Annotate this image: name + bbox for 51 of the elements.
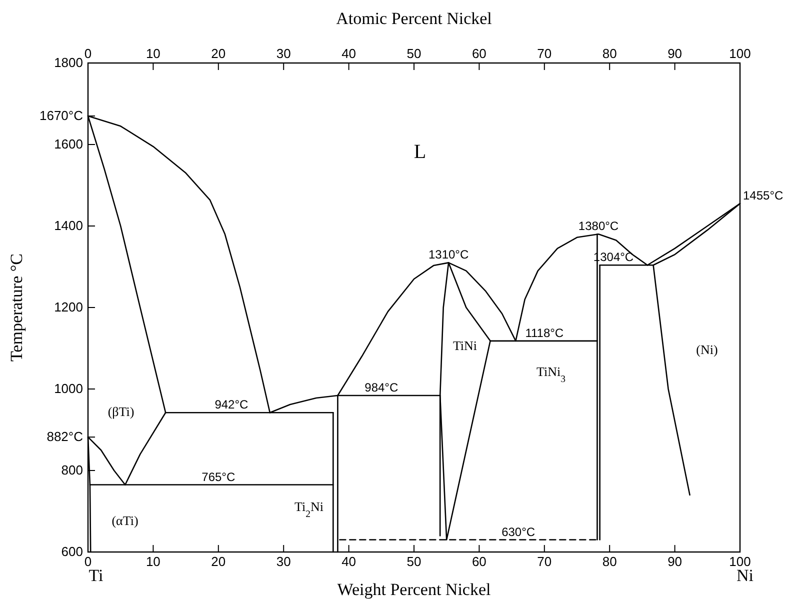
y-tick-label: 1600 [54, 136, 83, 152]
x2-tick-label: 30 [276, 554, 291, 569]
y-tick-label: 1800 [54, 55, 83, 70]
x-tick-label: 30 [276, 46, 291, 61]
annotation: 1380°C [578, 219, 619, 234]
x2-tick-label: 90 [668, 554, 682, 569]
annotation: (αTi) [112, 513, 138, 528]
x-tick-label: 60 [472, 46, 486, 61]
y-tick-label: 1400 [54, 218, 83, 233]
x-tick-label: 90 [668, 46, 682, 61]
y-tick-label: 600 [61, 544, 83, 559]
annotation: TiNi$_{3}$ [536, 364, 566, 384]
x-tick-label: 70 [537, 46, 552, 61]
x-tick-label: 20 [211, 46, 226, 61]
x-tick-label: 50 [406, 46, 422, 61]
x-tick-label: 10 [146, 46, 160, 61]
x2-tick-label: 20 [211, 554, 226, 569]
text: Ti [88, 566, 104, 585]
y-tick-label: 1000 [54, 381, 83, 396]
annotation: TiNi [452, 338, 478, 353]
x2-tick-label: 10 [146, 554, 160, 569]
x2-tick-label: 40 [342, 554, 356, 569]
x2-tick-label: 80 [602, 554, 617, 569]
x2-axis-title: Atomic Percent Nickel [336, 9, 492, 28]
y-axis-title: Temperature °C [7, 253, 26, 362]
x2-tick-label: 70 [537, 554, 552, 569]
annotation: 630°C [502, 524, 536, 539]
annotation: 1310°C [428, 248, 469, 262]
annotation: (βTi) [108, 404, 134, 419]
x2-tick-label: 60 [472, 554, 486, 569]
x2-tick-label: 0 [84, 554, 92, 569]
x-axis-title: Weight Percent Nickel [337, 580, 492, 599]
annotation: 1118°C [525, 326, 564, 340]
x-tick-label: 100 [729, 46, 751, 61]
y-tick-label: 800 [61, 462, 83, 478]
annotation: 1455°C [743, 188, 784, 203]
x-tick-label: 80 [602, 46, 617, 61]
y-tick-label: 1670°C [39, 108, 83, 123]
y-tick-label: 1200 [54, 300, 83, 314]
x2-tick-label: 50 [406, 554, 422, 569]
x-tick-label: 0 [84, 46, 92, 61]
annotation: (Ni) [696, 342, 718, 357]
annotation: 942°C [214, 398, 249, 412]
text: Ni [736, 566, 754, 585]
annotation: 765°C [202, 470, 236, 484]
y-tick-label: 882°C [46, 429, 83, 444]
annotation: 984°C [364, 380, 398, 395]
x2-tick-label: 100 [729, 554, 751, 569]
x-tick-label: 40 [342, 46, 356, 61]
annotation: Ti$_{2}$Ni [294, 499, 324, 520]
annotation: L [414, 141, 426, 163]
